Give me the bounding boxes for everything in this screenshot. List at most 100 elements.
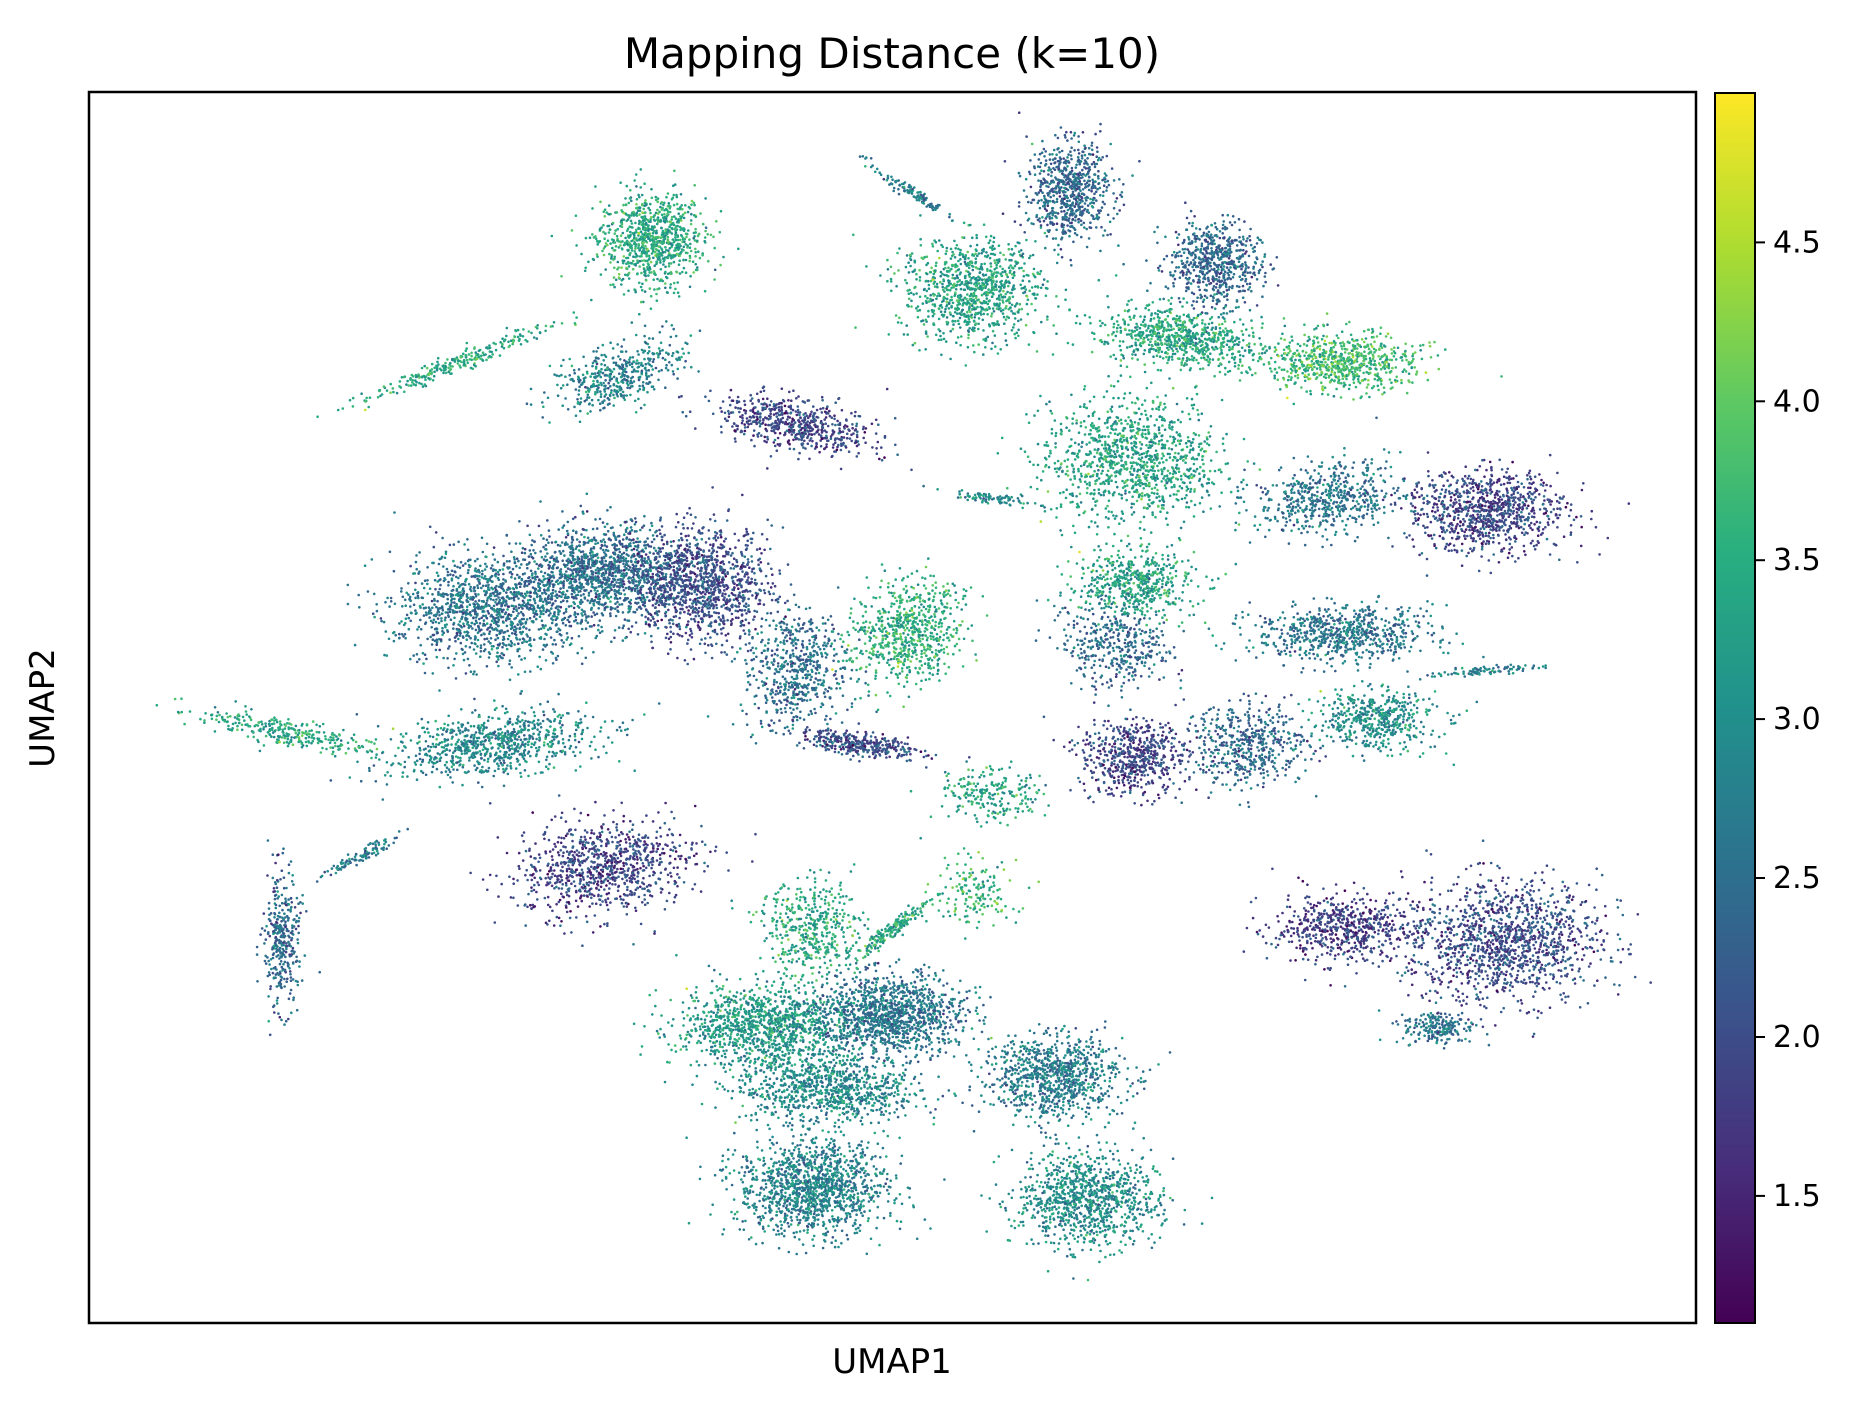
scatter-point bbox=[683, 227, 686, 230]
scatter-point bbox=[1017, 320, 1020, 323]
scatter-point bbox=[676, 203, 679, 206]
scatter-point bbox=[982, 248, 985, 251]
scatter-point bbox=[480, 355, 483, 358]
scatter-point bbox=[738, 400, 741, 403]
scatter-point bbox=[603, 254, 606, 257]
scatter-point bbox=[575, 414, 578, 417]
scatter-point bbox=[942, 278, 945, 281]
scatter-point bbox=[810, 445, 813, 448]
scatter-point bbox=[663, 220, 666, 223]
scatter-point bbox=[968, 267, 971, 270]
scatter-point bbox=[640, 286, 643, 289]
scatter-point bbox=[890, 176, 893, 179]
scatter-point bbox=[977, 287, 980, 290]
scatter-point bbox=[1027, 201, 1030, 204]
scatter-point bbox=[746, 417, 749, 420]
scatter-point bbox=[1083, 193, 1086, 196]
scatter-point bbox=[1164, 236, 1167, 239]
scatter-point bbox=[624, 242, 627, 245]
scatter-point bbox=[996, 320, 999, 323]
scatter-point bbox=[1064, 196, 1067, 199]
scatter-point bbox=[1069, 259, 1072, 262]
scatter-point bbox=[932, 278, 935, 281]
scatter-point bbox=[1233, 321, 1236, 324]
scatter-point bbox=[950, 299, 953, 302]
scatter-point bbox=[595, 350, 598, 353]
scatter-point bbox=[924, 295, 927, 298]
scatter-point bbox=[1047, 186, 1050, 189]
scatter-point bbox=[741, 419, 744, 422]
scatter-point bbox=[1213, 375, 1216, 378]
scatter-point bbox=[875, 447, 878, 450]
scatter-point bbox=[1174, 353, 1177, 356]
scatter-point bbox=[530, 332, 533, 335]
scatter-point bbox=[980, 313, 983, 316]
scatter-point bbox=[601, 401, 604, 404]
scatter-point bbox=[1176, 252, 1179, 255]
scatter-point bbox=[825, 435, 828, 438]
scatter-point bbox=[1041, 216, 1044, 219]
scatter-point bbox=[673, 249, 676, 252]
scatter-point bbox=[611, 247, 614, 250]
scatter-point bbox=[783, 434, 786, 437]
scatter-point bbox=[1053, 149, 1056, 152]
scatter-point bbox=[1229, 310, 1232, 313]
scatter-point bbox=[734, 440, 737, 443]
scatter-point bbox=[1231, 310, 1234, 313]
scatter-point bbox=[648, 337, 651, 340]
scatter-point bbox=[807, 442, 810, 445]
scatter-point bbox=[666, 215, 669, 218]
scatter-point bbox=[1067, 160, 1070, 163]
scatter-point bbox=[1075, 215, 1078, 218]
scatter-point bbox=[743, 433, 746, 436]
scatter-point bbox=[632, 361, 635, 364]
scatter-point bbox=[1149, 282, 1152, 285]
scatter-point bbox=[978, 317, 981, 320]
scatter-point bbox=[653, 270, 656, 273]
scatter-point bbox=[1107, 180, 1110, 183]
scatter-point bbox=[891, 178, 894, 181]
scatter-point bbox=[940, 271, 943, 274]
scatter-point bbox=[938, 308, 941, 311]
scatter-point bbox=[1250, 290, 1253, 293]
scatter-point bbox=[998, 286, 1001, 289]
scatter-point bbox=[1073, 194, 1076, 197]
scatter-point bbox=[1014, 265, 1017, 268]
scatter-point bbox=[680, 356, 683, 359]
scatter-point bbox=[710, 234, 713, 237]
scatter-point bbox=[828, 410, 831, 413]
scatter-point bbox=[1185, 273, 1188, 276]
scatter-point bbox=[923, 256, 926, 259]
scatter-point bbox=[644, 218, 647, 221]
scatter-point bbox=[815, 446, 818, 449]
scatter-point bbox=[719, 407, 722, 410]
scatter-point bbox=[1055, 166, 1058, 169]
scatter-point bbox=[581, 382, 584, 385]
scatter-point bbox=[1060, 207, 1063, 210]
scatter-point bbox=[628, 216, 631, 219]
scatter-point bbox=[781, 412, 784, 415]
scatter-point bbox=[677, 248, 680, 251]
scatter-point bbox=[1244, 252, 1247, 255]
scatter-point bbox=[673, 261, 676, 264]
scatter-point bbox=[450, 368, 453, 371]
scatter-point bbox=[1177, 255, 1180, 258]
scatter-point bbox=[661, 232, 664, 235]
scatter-point bbox=[1002, 309, 1005, 312]
scatter-point bbox=[812, 428, 815, 431]
scatter-point bbox=[1218, 286, 1221, 289]
scatter-point bbox=[1000, 280, 1003, 283]
scatter-point bbox=[606, 374, 609, 377]
scatter-point bbox=[1244, 280, 1247, 283]
scatter-point bbox=[656, 209, 659, 212]
scatter-point bbox=[600, 273, 603, 276]
scatter-point bbox=[907, 304, 910, 307]
scatter-point bbox=[1105, 189, 1108, 192]
scatter-point bbox=[1220, 293, 1223, 296]
scatter-point bbox=[919, 214, 922, 217]
scatter-point bbox=[605, 393, 608, 396]
scatter-point bbox=[613, 286, 616, 289]
scatter-point bbox=[797, 411, 800, 414]
scatter-point bbox=[714, 269, 717, 272]
scatter-point bbox=[1009, 271, 1012, 274]
